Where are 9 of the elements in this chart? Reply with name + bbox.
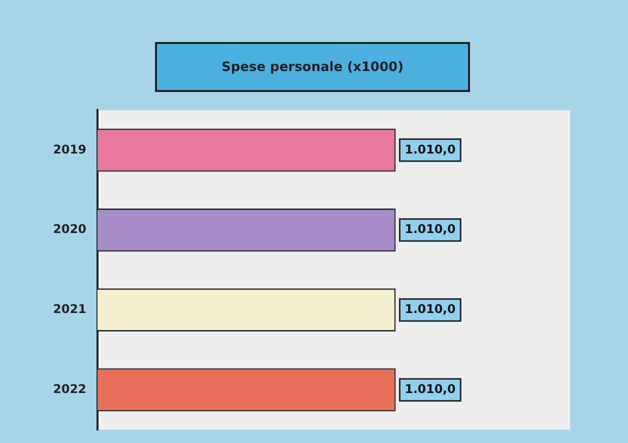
chart-title: Spese personale (x1000) (155, 42, 470, 92)
data-label: 1.010,0 (404, 222, 456, 236)
y-tick-label: 2022 (52, 382, 86, 396)
data-label: 1.010,0 (404, 302, 456, 316)
data-label: 1.010,0 (404, 142, 456, 156)
y-tick-label: 2021 (52, 302, 86, 316)
data-label: 1.010,0 (404, 382, 456, 396)
y-tick-label: 2019 (52, 142, 86, 156)
y-tick-label: 2020 (52, 222, 86, 236)
